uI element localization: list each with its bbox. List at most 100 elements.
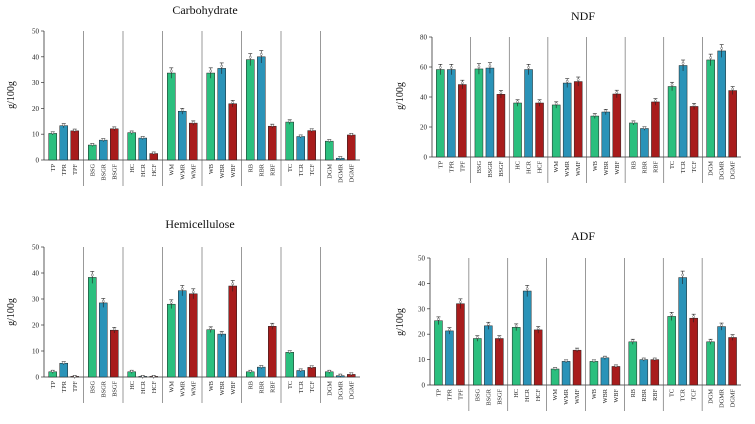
replicate-point xyxy=(90,143,94,146)
replicate-point xyxy=(248,369,252,373)
x-category-label: BSGF xyxy=(496,389,503,405)
bar-tc xyxy=(285,352,294,378)
x-category-label: RB xyxy=(247,164,254,172)
y-tick-label: 10 xyxy=(32,131,40,139)
x-category-label: WMR xyxy=(563,388,570,405)
replicate-point xyxy=(654,99,657,102)
x-category-label: TCR xyxy=(298,163,305,176)
x-category-label: WBF xyxy=(613,389,620,403)
replicate-point xyxy=(461,81,464,85)
x-category-label: DGM xyxy=(708,389,715,404)
replicate-point xyxy=(152,375,156,378)
replicate-point xyxy=(51,131,55,135)
replicate-point xyxy=(112,327,116,331)
x-category-label: WM xyxy=(168,381,175,393)
bar-wmr xyxy=(178,290,187,378)
x-category-label: WMR xyxy=(179,380,186,397)
replicate-point xyxy=(231,282,235,286)
x-category-label: BSGR xyxy=(485,388,492,405)
bar-wmf xyxy=(189,122,198,161)
bar-wm xyxy=(167,72,176,161)
bar-bsg xyxy=(473,338,482,386)
bar-tcf xyxy=(689,106,699,158)
x-category-label: WBF xyxy=(230,164,237,178)
x-category-label: BSG xyxy=(476,161,483,174)
bar-tc xyxy=(667,316,676,386)
x-category-label: RB xyxy=(630,161,637,169)
replicate-point xyxy=(448,328,451,331)
bar-rbf xyxy=(651,101,660,158)
replicate-point xyxy=(310,365,314,369)
x-category-label: RB xyxy=(630,389,637,397)
x-category-label: HCF xyxy=(151,164,158,177)
replicate-point xyxy=(593,113,597,117)
x-category-label: HCR xyxy=(526,160,533,174)
x-category-label: TPF xyxy=(72,381,79,392)
replicate-point xyxy=(349,372,353,376)
replicate-point xyxy=(631,339,635,343)
chart-title: ADF xyxy=(571,229,595,243)
bar-dgm xyxy=(706,341,715,386)
bar-wb xyxy=(206,72,215,161)
replicate-point xyxy=(632,120,635,124)
x-category-label: HCF xyxy=(537,161,544,174)
replicate-point xyxy=(141,375,145,378)
y-tick-label: 0 xyxy=(424,154,428,162)
x-category-label: TPF xyxy=(457,389,464,400)
bar-hcr xyxy=(522,290,532,386)
x-category-label: BSG xyxy=(474,389,481,402)
bar-hcf xyxy=(533,329,543,386)
replicate-point xyxy=(191,290,195,294)
x-category-label: HCF xyxy=(535,389,542,402)
replicate-point xyxy=(209,69,213,73)
x-category-label: TP xyxy=(437,161,444,169)
bar-tpr xyxy=(59,362,68,378)
y-tick-label: 10 xyxy=(418,356,426,364)
replicate-point xyxy=(459,300,462,304)
bar-wb xyxy=(206,329,215,378)
replicate-point xyxy=(270,124,274,127)
x-category-label: TPR xyxy=(61,163,68,175)
bar-tpf xyxy=(458,84,467,158)
replicate-point xyxy=(62,361,66,364)
bar-hcf xyxy=(535,102,544,158)
replicate-point xyxy=(487,323,490,326)
x-category-label: TPR xyxy=(448,160,455,172)
bar-rbf xyxy=(650,359,660,386)
bar-tpr xyxy=(447,69,456,158)
x-category-label: TC xyxy=(287,381,294,389)
replicate-point xyxy=(653,357,657,361)
replicate-point xyxy=(536,327,540,330)
x-category-label: DGMF xyxy=(730,389,737,408)
x-category-label: HC xyxy=(515,161,522,170)
x-category-label: WMR xyxy=(564,160,571,177)
bar-rbr xyxy=(257,56,266,161)
x-category-label: WM xyxy=(552,389,559,401)
replicate-point xyxy=(720,323,723,327)
replicate-point xyxy=(527,66,530,69)
x-category-label: HCR xyxy=(140,163,147,177)
bar-dgmf xyxy=(728,337,737,386)
replicate-point xyxy=(499,91,503,95)
x-category-label: TP xyxy=(435,389,442,397)
x-category-label: HCF xyxy=(151,381,158,394)
x-category-label: BSGF xyxy=(111,164,118,180)
bar-wb xyxy=(589,361,599,386)
bar-bsgr xyxy=(485,67,495,158)
bar-wbf xyxy=(228,103,237,161)
bar-wbr xyxy=(217,68,226,161)
x-category-label: WBR xyxy=(219,163,226,178)
replicate-point xyxy=(553,367,557,370)
x-category-label: BSGR xyxy=(100,380,107,397)
x-category-label: RBR xyxy=(258,380,265,393)
bar-wbr xyxy=(217,333,226,378)
chart-panel-3: Hemicellulose g/100g 0 10 20 30 40 50 TP TPR TPF BS… xyxy=(6,217,360,403)
replicate-point xyxy=(692,315,695,318)
bar-tp xyxy=(434,320,443,386)
bar-hc xyxy=(513,102,522,158)
x-category-label: TPF xyxy=(72,164,79,175)
replicate-point xyxy=(488,64,492,68)
bar-bsgf xyxy=(110,329,119,378)
bar-rbr xyxy=(639,359,649,386)
